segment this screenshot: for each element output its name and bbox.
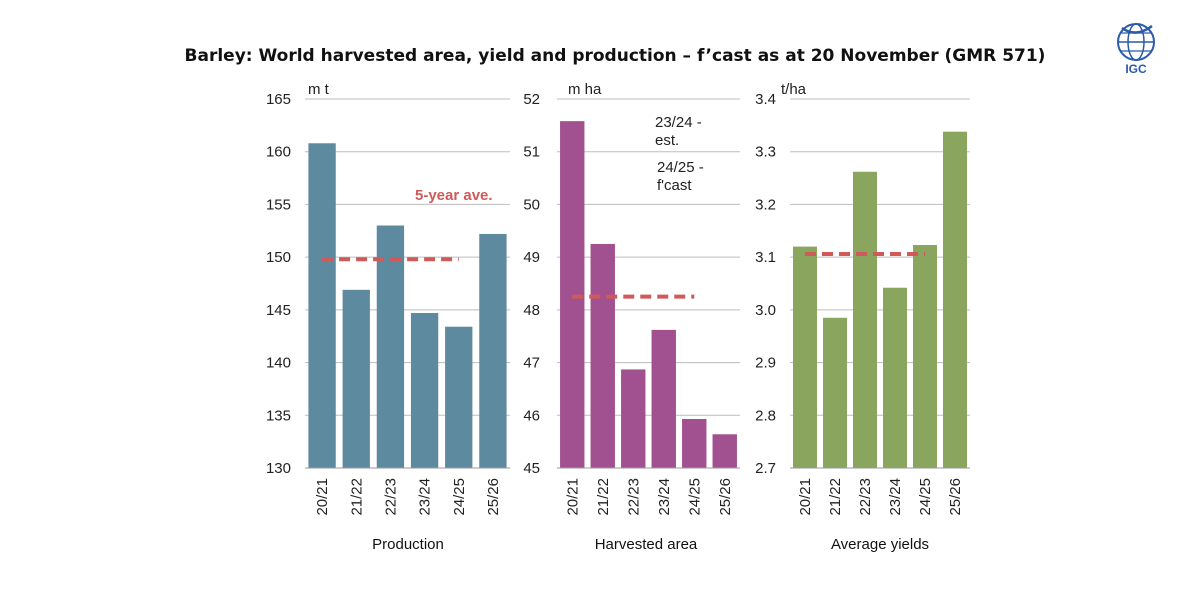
production-y-tick-label: 160 <box>266 144 291 161</box>
harvested_area-y-tick-label: 50 <box>523 196 540 213</box>
production-y-tick-label: 155 <box>266 196 291 213</box>
harvested_area-x-tick-label: 24/25 <box>686 478 703 516</box>
harvested_area-x-tick-label: 22/23 <box>625 478 642 516</box>
estimate-annotation: 23/24 -est. <box>655 114 702 149</box>
harvested_area-x-tick-label: 21/22 <box>595 478 612 516</box>
average_yields-x-tick-label: 21/22 <box>827 478 844 516</box>
production-bar <box>410 313 439 468</box>
logo-text: IGC <box>1125 62 1147 76</box>
average_yields-x-tick-label: 24/25 <box>917 478 934 516</box>
production-bar <box>376 225 405 468</box>
average_yields-y-tick-label: 3.0 <box>755 302 776 319</box>
average_yields-y-tick-label: 3.2 <box>755 196 776 213</box>
harvested_area-y-tick-label: 52 <box>523 91 540 108</box>
production-y-tick-label: 145 <box>266 302 291 319</box>
harvested_area-y-tick-label: 49 <box>523 249 540 266</box>
average_yields-bar <box>913 245 937 468</box>
harvested_area-bar <box>590 243 615 468</box>
harvested_area-bar <box>560 121 585 468</box>
average_yields-x-tick-label: 25/26 <box>947 478 964 516</box>
production-x-axis-title: Production <box>372 536 444 553</box>
production-bar <box>342 289 370 468</box>
average_yields-bar <box>943 131 967 468</box>
harvested_area-y-tick-label: 45 <box>523 460 540 477</box>
production-x-tick-label: 25/26 <box>485 478 502 516</box>
harvested_area-bar <box>621 369 646 468</box>
average_yields-bar <box>883 287 907 468</box>
harvested_area-y-tick-label: 48 <box>523 302 540 319</box>
five-year-average-label: 5-year ave. <box>415 187 493 204</box>
average_yields-y-tick-label: 2.7 <box>755 460 776 477</box>
production-y-tick-label: 150 <box>266 249 291 266</box>
chart-title: Barley: World harvested area, yield and … <box>184 46 1046 66</box>
production-y-tick-label: 140 <box>266 355 291 372</box>
harvested_area-unit-label: m ha <box>568 81 602 98</box>
average_yields-y-tick-label: 3.1 <box>755 249 776 266</box>
production-x-tick-label: 22/23 <box>382 478 399 516</box>
harvested_area-x-tick-label: 20/21 <box>564 478 581 516</box>
average_yields-bar <box>853 171 877 468</box>
average_yields-x-tick-label: 20/21 <box>797 478 814 516</box>
average_yields-x-axis-title: Average yields <box>831 536 929 553</box>
average_yields-x-tick-label: 22/23 <box>857 478 874 516</box>
average_yields-y-tick-label: 3.4 <box>755 91 776 108</box>
production-x-tick-label: 21/22 <box>348 478 365 516</box>
production-bar <box>445 326 473 468</box>
harvested_area-x-axis-title: Harvested area <box>595 536 698 553</box>
forecast-annotation: 24/25 -f'cast <box>657 159 704 194</box>
harvested_area-x-tick-label: 25/26 <box>717 478 734 516</box>
production-x-tick-label: 24/25 <box>451 478 468 516</box>
production-y-tick-label: 135 <box>266 407 291 424</box>
average_yields-bar <box>823 317 847 468</box>
harvested_area-x-tick-label: 23/24 <box>656 478 673 516</box>
production-bar <box>308 143 336 468</box>
average_yields-unit-label: t/ha <box>781 81 807 98</box>
average_yields-y-tick-label: 3.3 <box>755 144 776 161</box>
production-y-tick-label: 165 <box>266 91 291 108</box>
production-y-tick-label: 130 <box>266 460 291 477</box>
average_yields-x-tick-label: 23/24 <box>887 478 904 516</box>
harvested_area-y-tick-label: 51 <box>523 144 540 161</box>
harvested_area-bar <box>712 434 737 468</box>
average_yields-bar <box>793 246 817 468</box>
harvested_area-bar <box>651 329 676 468</box>
production-unit-label: m t <box>308 81 330 98</box>
igc-logo: IGC <box>1112 20 1162 80</box>
production-x-tick-label: 23/24 <box>417 478 434 516</box>
production-bar <box>479 233 507 468</box>
average_yields-y-tick-label: 2.8 <box>755 407 776 424</box>
globe-icon: IGC <box>1117 23 1155 76</box>
harvested_area-y-tick-label: 47 <box>523 355 540 372</box>
average_yields-y-tick-label: 2.9 <box>755 355 776 372</box>
harvested_area-bar <box>682 418 707 468</box>
harvested_area-y-tick-label: 46 <box>523 407 540 424</box>
production-x-tick-label: 20/21 <box>314 478 331 516</box>
